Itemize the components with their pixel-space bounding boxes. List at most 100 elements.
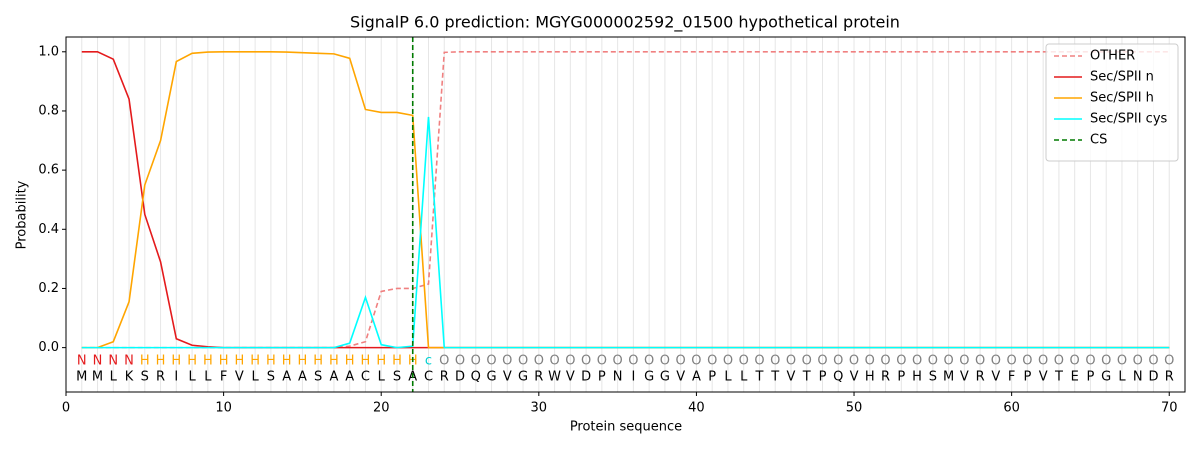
residue: L xyxy=(188,370,196,385)
residue: S xyxy=(393,370,401,385)
y-tick-label: 0.8 xyxy=(38,103,59,118)
residue: N xyxy=(613,370,623,385)
residue-label: O xyxy=(817,354,827,369)
residue: M xyxy=(76,370,87,385)
residue-label: O xyxy=(1054,354,1064,369)
residue-label: O xyxy=(660,354,670,369)
x-tick-label: 50 xyxy=(846,401,863,416)
residue: V xyxy=(991,370,1000,385)
residue: F xyxy=(220,370,227,385)
residue-label: H xyxy=(234,354,244,369)
residue: H xyxy=(865,370,875,385)
series-line xyxy=(81,50,1170,349)
residue-label: O xyxy=(1038,354,1048,369)
residue-label: O xyxy=(959,354,969,369)
residue: C xyxy=(361,370,370,385)
residue: L xyxy=(740,370,748,385)
residue-label: O xyxy=(896,354,906,369)
residue: W xyxy=(548,370,561,385)
plot-frame xyxy=(65,36,1186,393)
residue: I xyxy=(174,370,178,385)
legend-label: Sec/SPII cys xyxy=(1090,112,1168,127)
residue-label: O xyxy=(502,354,512,369)
residue-label: O xyxy=(518,354,528,369)
residue: K xyxy=(125,370,134,385)
residue: Q xyxy=(471,370,481,385)
residue-label: O xyxy=(1085,354,1095,369)
x-tick-label: 20 xyxy=(373,401,390,416)
residue: R xyxy=(156,370,165,385)
residue: P xyxy=(1023,370,1031,385)
residue-label: H xyxy=(345,354,355,369)
residue-label: O xyxy=(1022,354,1032,369)
residue: M xyxy=(943,370,954,385)
residue: N xyxy=(1133,370,1143,385)
residue-label: O xyxy=(1164,354,1174,369)
residue-label: O xyxy=(754,354,764,369)
residue-label: O xyxy=(1070,354,1080,369)
series-line xyxy=(81,50,1170,349)
residue: V xyxy=(1039,370,1048,385)
residue: S xyxy=(314,370,322,385)
residue-label: H xyxy=(313,354,323,369)
residue: R xyxy=(440,370,449,385)
residue: L xyxy=(252,370,260,385)
residue: V xyxy=(960,370,969,385)
x-tick-label: 40 xyxy=(688,401,705,416)
residue: C xyxy=(424,370,433,385)
residue-label: O xyxy=(1007,354,1017,369)
residue: M xyxy=(92,370,103,385)
residue: P xyxy=(897,370,905,385)
residue-label: O xyxy=(991,354,1001,369)
residue: T xyxy=(802,370,811,385)
y-tick-label: 0.6 xyxy=(38,163,59,178)
residue-label: N xyxy=(124,354,134,369)
residue: L xyxy=(1118,370,1126,385)
residue: G xyxy=(660,370,670,385)
residue: G xyxy=(518,370,528,385)
residue-label: O xyxy=(975,354,985,369)
residue-label: O xyxy=(723,354,733,369)
x-tick-label: 10 xyxy=(215,401,232,416)
residue: H xyxy=(912,370,922,385)
x-tick-label: 60 xyxy=(1003,401,1020,416)
residue-label: H xyxy=(219,354,229,369)
residue-label: H xyxy=(171,354,181,369)
residue-label: O xyxy=(486,354,496,369)
x-tick-label: 70 xyxy=(1161,401,1178,416)
residue-label: O xyxy=(1101,354,1111,369)
residue-label: O xyxy=(1117,354,1127,369)
residue-label: H xyxy=(187,354,197,369)
residue: E xyxy=(1071,370,1079,385)
residue: Q xyxy=(833,370,843,385)
residue: T xyxy=(770,370,779,385)
residue-label: O xyxy=(707,354,717,369)
residue-label: O xyxy=(770,354,780,369)
residue-label: H xyxy=(266,354,276,369)
residue-label: O xyxy=(628,354,638,369)
residue: A xyxy=(298,370,307,385)
residue-label: N xyxy=(77,354,87,369)
residue-label: H xyxy=(361,354,371,369)
x-tick-label: 0 xyxy=(62,401,70,416)
residue-label: O xyxy=(439,354,449,369)
residue-label: N xyxy=(93,354,103,369)
residue-label: O xyxy=(833,354,843,369)
residue: R xyxy=(534,370,543,385)
series-line xyxy=(81,50,1170,349)
y-tick-label: 0.0 xyxy=(38,340,59,355)
y-tick-label: 1.0 xyxy=(38,44,59,59)
residue-label: O xyxy=(849,354,859,369)
residue: R xyxy=(976,370,985,385)
legend-box xyxy=(1045,43,1179,162)
residue: P xyxy=(708,370,716,385)
residue: I xyxy=(631,370,635,385)
residue-label: O xyxy=(912,354,922,369)
residue-label: H xyxy=(376,354,386,369)
residue-label: O xyxy=(802,354,812,369)
residue: P xyxy=(819,370,827,385)
residue: G xyxy=(486,370,496,385)
residue-label: O xyxy=(471,354,481,369)
residue-label: O xyxy=(865,354,875,369)
